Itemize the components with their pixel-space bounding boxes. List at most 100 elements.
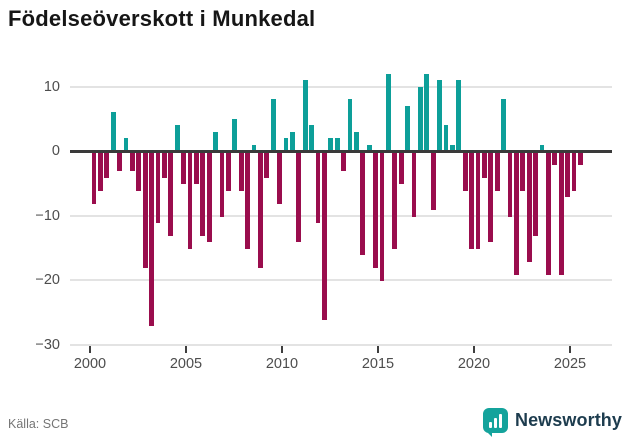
data-bar <box>411 152 417 217</box>
y-gridline <box>70 279 612 281</box>
data-bar <box>392 152 398 249</box>
data-bar <box>571 152 577 191</box>
data-bar <box>379 152 385 281</box>
data-bar <box>482 152 487 178</box>
data-bar <box>187 152 193 249</box>
data-bar <box>290 131 295 151</box>
data-bar <box>104 152 110 178</box>
x-axis-tick-label: 2020 <box>457 356 491 372</box>
data-bar <box>123 138 129 151</box>
data-bar <box>226 152 231 191</box>
newsworthy-logo[interactable]: Newsworthy <box>482 405 622 437</box>
y-axis-tick-label: −30 <box>35 336 60 353</box>
data-bar <box>501 99 507 151</box>
data-bar <box>302 80 308 151</box>
data-bar <box>386 73 391 151</box>
data-bar <box>194 152 199 185</box>
y-gridline <box>70 85 612 88</box>
data-bar <box>405 105 411 151</box>
data-bar <box>456 80 462 151</box>
data-bar <box>277 152 283 204</box>
newsworthy-wordmark: Newsworthy <box>514 409 622 430</box>
chart-title: Födelseöverskott i Munkedal <box>8 6 316 31</box>
data-bar <box>398 152 404 185</box>
data-bar <box>110 112 116 151</box>
data-bar <box>206 152 212 243</box>
data-bar <box>578 152 583 165</box>
data-bar <box>418 86 423 151</box>
data-bar <box>514 152 519 275</box>
data-bar <box>155 152 161 223</box>
data-bar <box>251 144 257 151</box>
data-bar <box>258 152 263 269</box>
data-bar <box>475 152 481 249</box>
data-bar <box>322 152 327 320</box>
data-bar <box>149 152 155 327</box>
data-bar <box>117 152 123 172</box>
x-axis-tick <box>377 346 379 353</box>
zero-axis-line <box>70 150 612 153</box>
data-bar <box>238 152 244 191</box>
x-axis-tick <box>569 346 571 353</box>
data-bar <box>424 73 430 151</box>
y-axis-tick-label: 0 <box>51 143 60 159</box>
logo-bar-icon <box>498 413 502 428</box>
x-axis-tick-label: 2025 <box>553 356 587 372</box>
data-bar <box>533 152 539 236</box>
x-axis-tick-label: 2015 <box>361 356 395 372</box>
data-bar <box>430 152 436 211</box>
data-bar <box>552 152 558 165</box>
data-bar <box>181 152 187 185</box>
x-axis-tick <box>185 346 187 353</box>
data-bar <box>360 152 366 256</box>
data-bar <box>315 152 321 223</box>
data-bar <box>264 152 270 178</box>
data-bar <box>373 152 379 269</box>
data-bar <box>341 152 347 172</box>
data-bar <box>213 131 219 151</box>
data-bar <box>232 118 238 151</box>
data-bar <box>462 152 468 191</box>
data-bar <box>354 131 359 151</box>
data-bar <box>168 152 174 236</box>
data-bar <box>539 144 545 151</box>
logo-bar-icon <box>493 417 497 428</box>
x-axis-tick-label: 2000 <box>73 356 107 372</box>
data-bar <box>469 152 475 249</box>
source-text: Källa: SCB <box>8 417 69 431</box>
data-bar <box>565 152 571 198</box>
data-bar <box>488 152 494 243</box>
newsworthy-logo-icon <box>482 407 508 437</box>
logo-speech-tail-icon <box>485 430 492 437</box>
x-axis-tick <box>89 346 91 353</box>
data-bar <box>91 152 97 204</box>
data-bar <box>219 152 225 217</box>
logo-bar-icon <box>488 421 492 428</box>
y-gridline <box>70 214 612 217</box>
data-bar <box>334 138 340 151</box>
x-axis-tick-label: 2010 <box>265 356 299 372</box>
data-bar <box>558 152 564 275</box>
data-bar <box>98 152 103 191</box>
data-bar <box>347 99 353 151</box>
y-axis-tick-label: −20 <box>35 272 60 288</box>
x-axis-tick <box>473 346 475 353</box>
data-bar <box>443 125 449 151</box>
data-bar <box>309 125 315 151</box>
data-bar <box>366 144 372 151</box>
y-axis-tick-label: −10 <box>35 207 60 224</box>
data-bar <box>437 80 443 151</box>
x-axis-tick <box>281 346 283 353</box>
data-bar <box>283 138 289 151</box>
data-bar <box>142 152 148 269</box>
data-bar <box>162 152 167 178</box>
data-bar <box>296 152 302 243</box>
data-bar <box>245 152 251 249</box>
y-gridline <box>70 343 612 346</box>
data-bar <box>507 152 513 217</box>
data-bar <box>526 152 532 262</box>
data-bar <box>494 152 500 191</box>
data-bar <box>174 125 180 151</box>
y-axis-tick-label: 10 <box>43 78 60 95</box>
